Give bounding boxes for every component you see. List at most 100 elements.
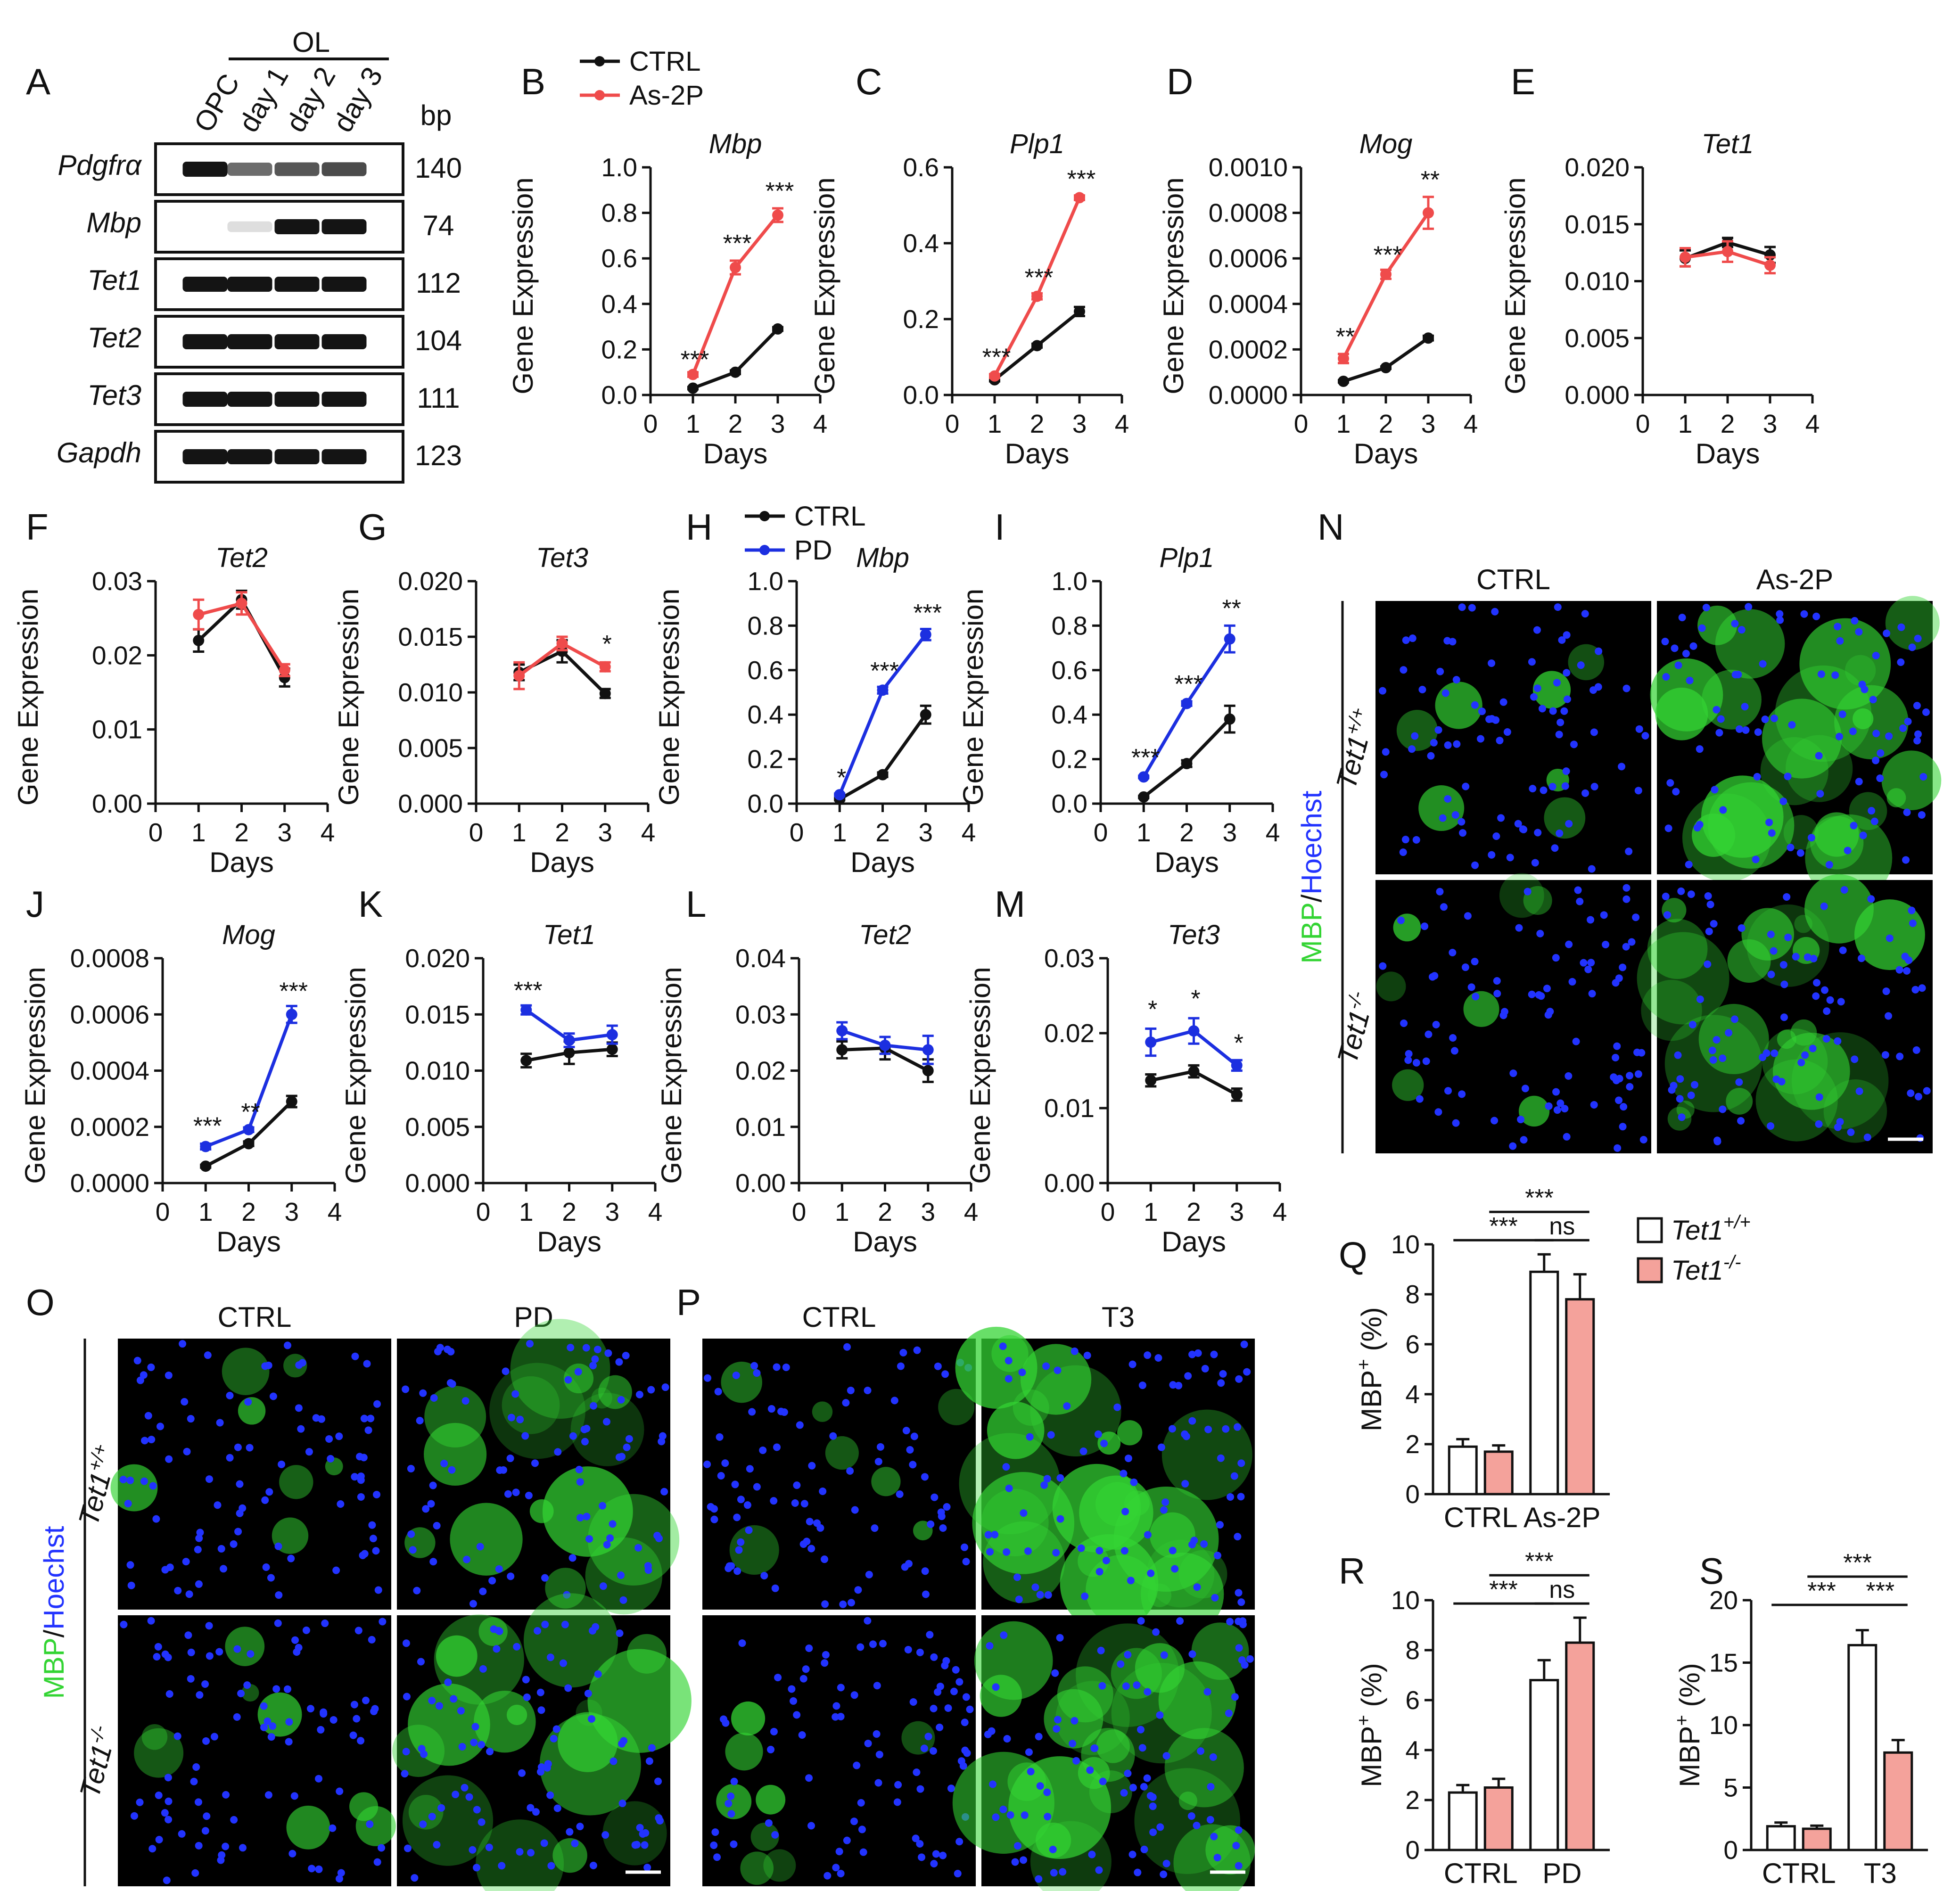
hoechst-nucleus	[770, 1497, 777, 1505]
hoechst-nucleus	[1005, 1357, 1013, 1365]
mbp-signal	[356, 1806, 396, 1846]
hoechst-nucleus	[1507, 854, 1514, 861]
hoechst-nucleus	[865, 1740, 872, 1747]
hoechst-nucleus	[1423, 1057, 1430, 1065]
hoechst-nucleus	[715, 1388, 722, 1395]
hoechst-nucleus	[1533, 626, 1541, 634]
hoechst-nucleus	[1767, 970, 1775, 978]
y-tick-label: 0.010	[1565, 267, 1630, 296]
hoechst-nucleus	[461, 1784, 469, 1792]
hoechst-nucleus	[1552, 1088, 1560, 1096]
hoechst-nucleus	[1844, 847, 1852, 854]
hoechst-nucleus	[1534, 684, 1541, 692]
hoechst-nucleus	[1831, 671, 1839, 679]
hoechst-nucleus	[851, 1691, 858, 1699]
hoechst-nucleus	[368, 1636, 376, 1644]
hoechst-nucleus	[544, 1760, 552, 1768]
hoechst-nucleus	[1896, 966, 1903, 974]
hoechst-nucleus	[195, 1798, 202, 1806]
hoechst-nucleus	[1664, 911, 1671, 919]
hoechst-nucleus	[913, 1768, 920, 1776]
mbp-signal	[450, 1503, 522, 1576]
hoechst-nucleus	[1379, 687, 1386, 695]
hoechst-nucleus	[411, 1874, 418, 1882]
hoechst-nucleus	[703, 1461, 711, 1468]
hoechst-nucleus	[1556, 719, 1564, 726]
hoechst-nucleus	[429, 1482, 437, 1489]
x-tick-label: 3	[918, 818, 933, 847]
legend-label: As-2P	[629, 80, 704, 111]
hoechst-nucleus	[603, 1418, 610, 1425]
hoechst-nucleus	[1231, 1472, 1238, 1480]
hoechst-nucleus	[1908, 907, 1915, 914]
hoechst-nucleus	[1919, 984, 1926, 992]
hoechst-nucleus	[1849, 728, 1857, 735]
hoechst-nucleus	[1194, 1583, 1201, 1591]
panel-letter-E: E	[1511, 61, 1535, 102]
hoechst-nucleus	[486, 1844, 493, 1851]
legend-swatch	[1638, 1258, 1662, 1282]
hoechst-nucleus	[1175, 1382, 1182, 1389]
data-point	[1423, 207, 1434, 219]
hoechst-nucleus	[1677, 888, 1685, 895]
hoechst-nucleus	[190, 1778, 198, 1785]
micro-image	[1375, 873, 1651, 1153]
hoechst-nucleus	[962, 1558, 970, 1565]
y-tick-label: 8	[1405, 1636, 1420, 1665]
hoechst-nucleus	[1619, 1123, 1627, 1130]
hoechst-nucleus	[1449, 1034, 1457, 1042]
hoechst-nucleus	[1918, 811, 1926, 819]
bar	[1566, 1643, 1594, 1850]
ol-label: OL	[292, 26, 330, 58]
hoechst-nucleus	[710, 1842, 717, 1849]
hoechst-nucleus	[303, 1627, 310, 1634]
hoechst-nucleus	[1876, 774, 1884, 782]
data-point	[1145, 1036, 1156, 1048]
hoechst-nucleus	[546, 1792, 554, 1799]
hoechst-nucleus	[1072, 1757, 1080, 1765]
hoechst-nucleus	[1549, 707, 1557, 715]
mbp-signal	[1650, 658, 1723, 732]
hoechst-nucleus	[576, 1514, 584, 1521]
hoechst-nucleus	[1021, 1811, 1029, 1819]
y-tick-label: 0	[1405, 1835, 1420, 1865]
hoechst-nucleus	[1098, 1682, 1106, 1690]
hoechst-nucleus	[853, 1762, 860, 1769]
hoechst-nucleus	[891, 1397, 898, 1404]
hoechst-nucleus	[140, 1371, 148, 1379]
hoechst-nucleus	[1678, 1113, 1686, 1121]
significance-mark: ***	[1025, 264, 1054, 292]
hoechst-nucleus	[1676, 1075, 1684, 1083]
hoechst-nucleus	[1810, 955, 1817, 962]
y-tick-label: 0.8	[748, 611, 783, 640]
hoechst-nucleus	[1459, 829, 1466, 837]
hoechst-nucleus	[330, 1716, 338, 1724]
hoechst-nucleus	[927, 1521, 934, 1528]
hoechst-nucleus	[1210, 1351, 1218, 1358]
hoechst-nucleus	[931, 1494, 938, 1501]
hoechst-nucleus	[1231, 1693, 1239, 1701]
hoechst-nucleus	[813, 1519, 821, 1527]
hoechst-nucleus	[166, 1690, 173, 1698]
hoechst-nucleus	[1488, 659, 1495, 667]
x-tick-label: 1	[519, 1197, 534, 1226]
x-tick-label: 2	[1721, 409, 1735, 438]
hoechst-nucleus	[1563, 1133, 1571, 1141]
bracket-label: ***	[1489, 1213, 1518, 1240]
hoechst-nucleus	[594, 1670, 602, 1678]
hoechst-nucleus	[332, 1567, 340, 1574]
hoechst-nucleus	[727, 1562, 735, 1570]
hoechst-nucleus	[1169, 1547, 1177, 1554]
hoechst-nucleus	[1193, 1822, 1201, 1829]
data-point	[520, 1055, 532, 1066]
x-tick-label: 4	[1273, 1197, 1287, 1226]
hoechst-nucleus	[1427, 752, 1435, 760]
hoechst-nucleus	[538, 1763, 545, 1771]
y-tick-label: 0.005	[405, 1112, 470, 1142]
hoechst-nucleus	[1778, 1078, 1786, 1085]
hoechst-nucleus	[448, 1466, 455, 1474]
mbp-signal	[756, 1785, 785, 1815]
data-point	[1188, 1066, 1200, 1077]
hoechst-nucleus	[1204, 1426, 1212, 1433]
y-tick-label: 0.00	[1044, 1168, 1095, 1198]
